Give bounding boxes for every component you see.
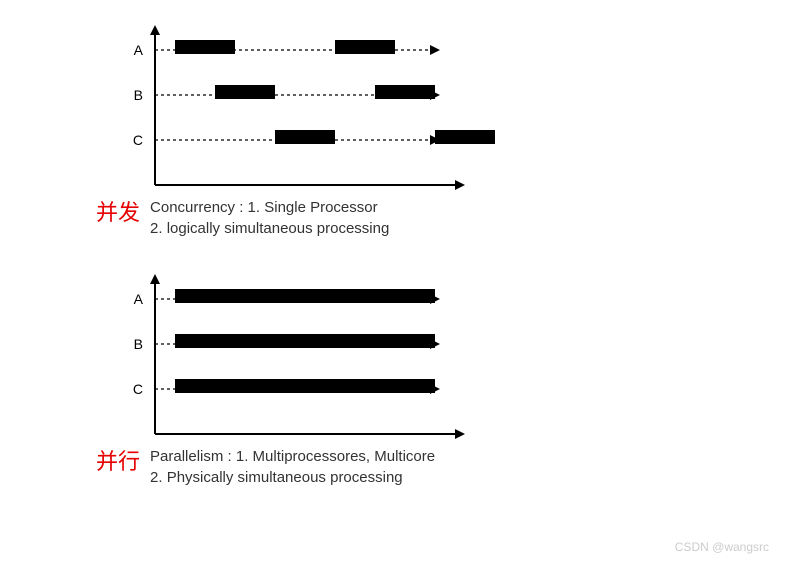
parallelism-chart: A B C bbox=[100, 269, 520, 444]
svg-text:C: C bbox=[133, 381, 143, 397]
diagram-container: ABC 并发 Concurrency : 1. Single Processor… bbox=[100, 20, 750, 498]
spacer bbox=[100, 249, 750, 269]
concurrency-caption-line2: 2. logically simultaneous processing bbox=[150, 218, 389, 239]
parallelism-red-label: 并行 bbox=[96, 444, 140, 476]
svg-text:A: A bbox=[134, 291, 144, 307]
svg-text:A: A bbox=[134, 42, 144, 58]
parallelism-caption-line2: 2. Physically simultaneous processing bbox=[150, 467, 435, 488]
concurrency-block: ABC 并发 Concurrency : 1. Single Processor… bbox=[100, 20, 750, 239]
concurrency-caption: Concurrency : 1. Single Processor 2. log… bbox=[150, 197, 389, 239]
concurrency-chart: A B C bbox=[100, 20, 520, 195]
parallelism-caption: Parallelism : 1. Multiprocessores, Multi… bbox=[150, 446, 435, 488]
parallelism-caption-row: 并行 Parallelism : 1. Multiprocessores, Mu… bbox=[96, 446, 750, 488]
concurrency-caption-line1: Concurrency : 1. Single Processor bbox=[150, 197, 389, 218]
svg-text:B: B bbox=[134, 336, 143, 352]
concurrency-caption-row: 并发 Concurrency : 1. Single Processor 2. … bbox=[96, 197, 750, 239]
svg-text:B: B bbox=[134, 87, 143, 103]
parallelism-caption-line1: Parallelism : 1. Multiprocessores, Multi… bbox=[150, 446, 435, 467]
concurrency-red-label: 并发 bbox=[96, 195, 140, 227]
svg-text:C: C bbox=[133, 132, 143, 148]
watermark: CSDN @wangsrc bbox=[675, 540, 769, 554]
parallelism-block: ABC 并行 Parallelism : 1. Multiprocessores… bbox=[100, 269, 750, 488]
